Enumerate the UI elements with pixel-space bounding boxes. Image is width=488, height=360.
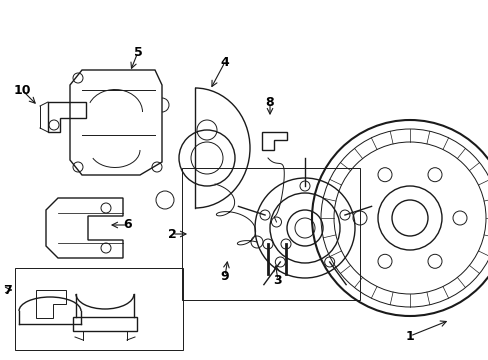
Bar	[73, 317, 137, 331]
Text: 8: 8	[265, 95, 274, 108]
Text: 6: 6	[123, 219, 132, 231]
Text: 10: 10	[13, 84, 31, 96]
Text: 1: 1	[405, 329, 413, 342]
Text: 2: 2	[167, 228, 176, 240]
Bar	[15, 268, 183, 350]
Text: 4: 4	[220, 55, 229, 68]
Text: 9: 9	[220, 270, 229, 283]
Text: 5: 5	[133, 45, 142, 58]
Text: 3: 3	[273, 274, 282, 287]
Bar	[182, 168, 359, 300]
Text: 7: 7	[3, 284, 12, 297]
